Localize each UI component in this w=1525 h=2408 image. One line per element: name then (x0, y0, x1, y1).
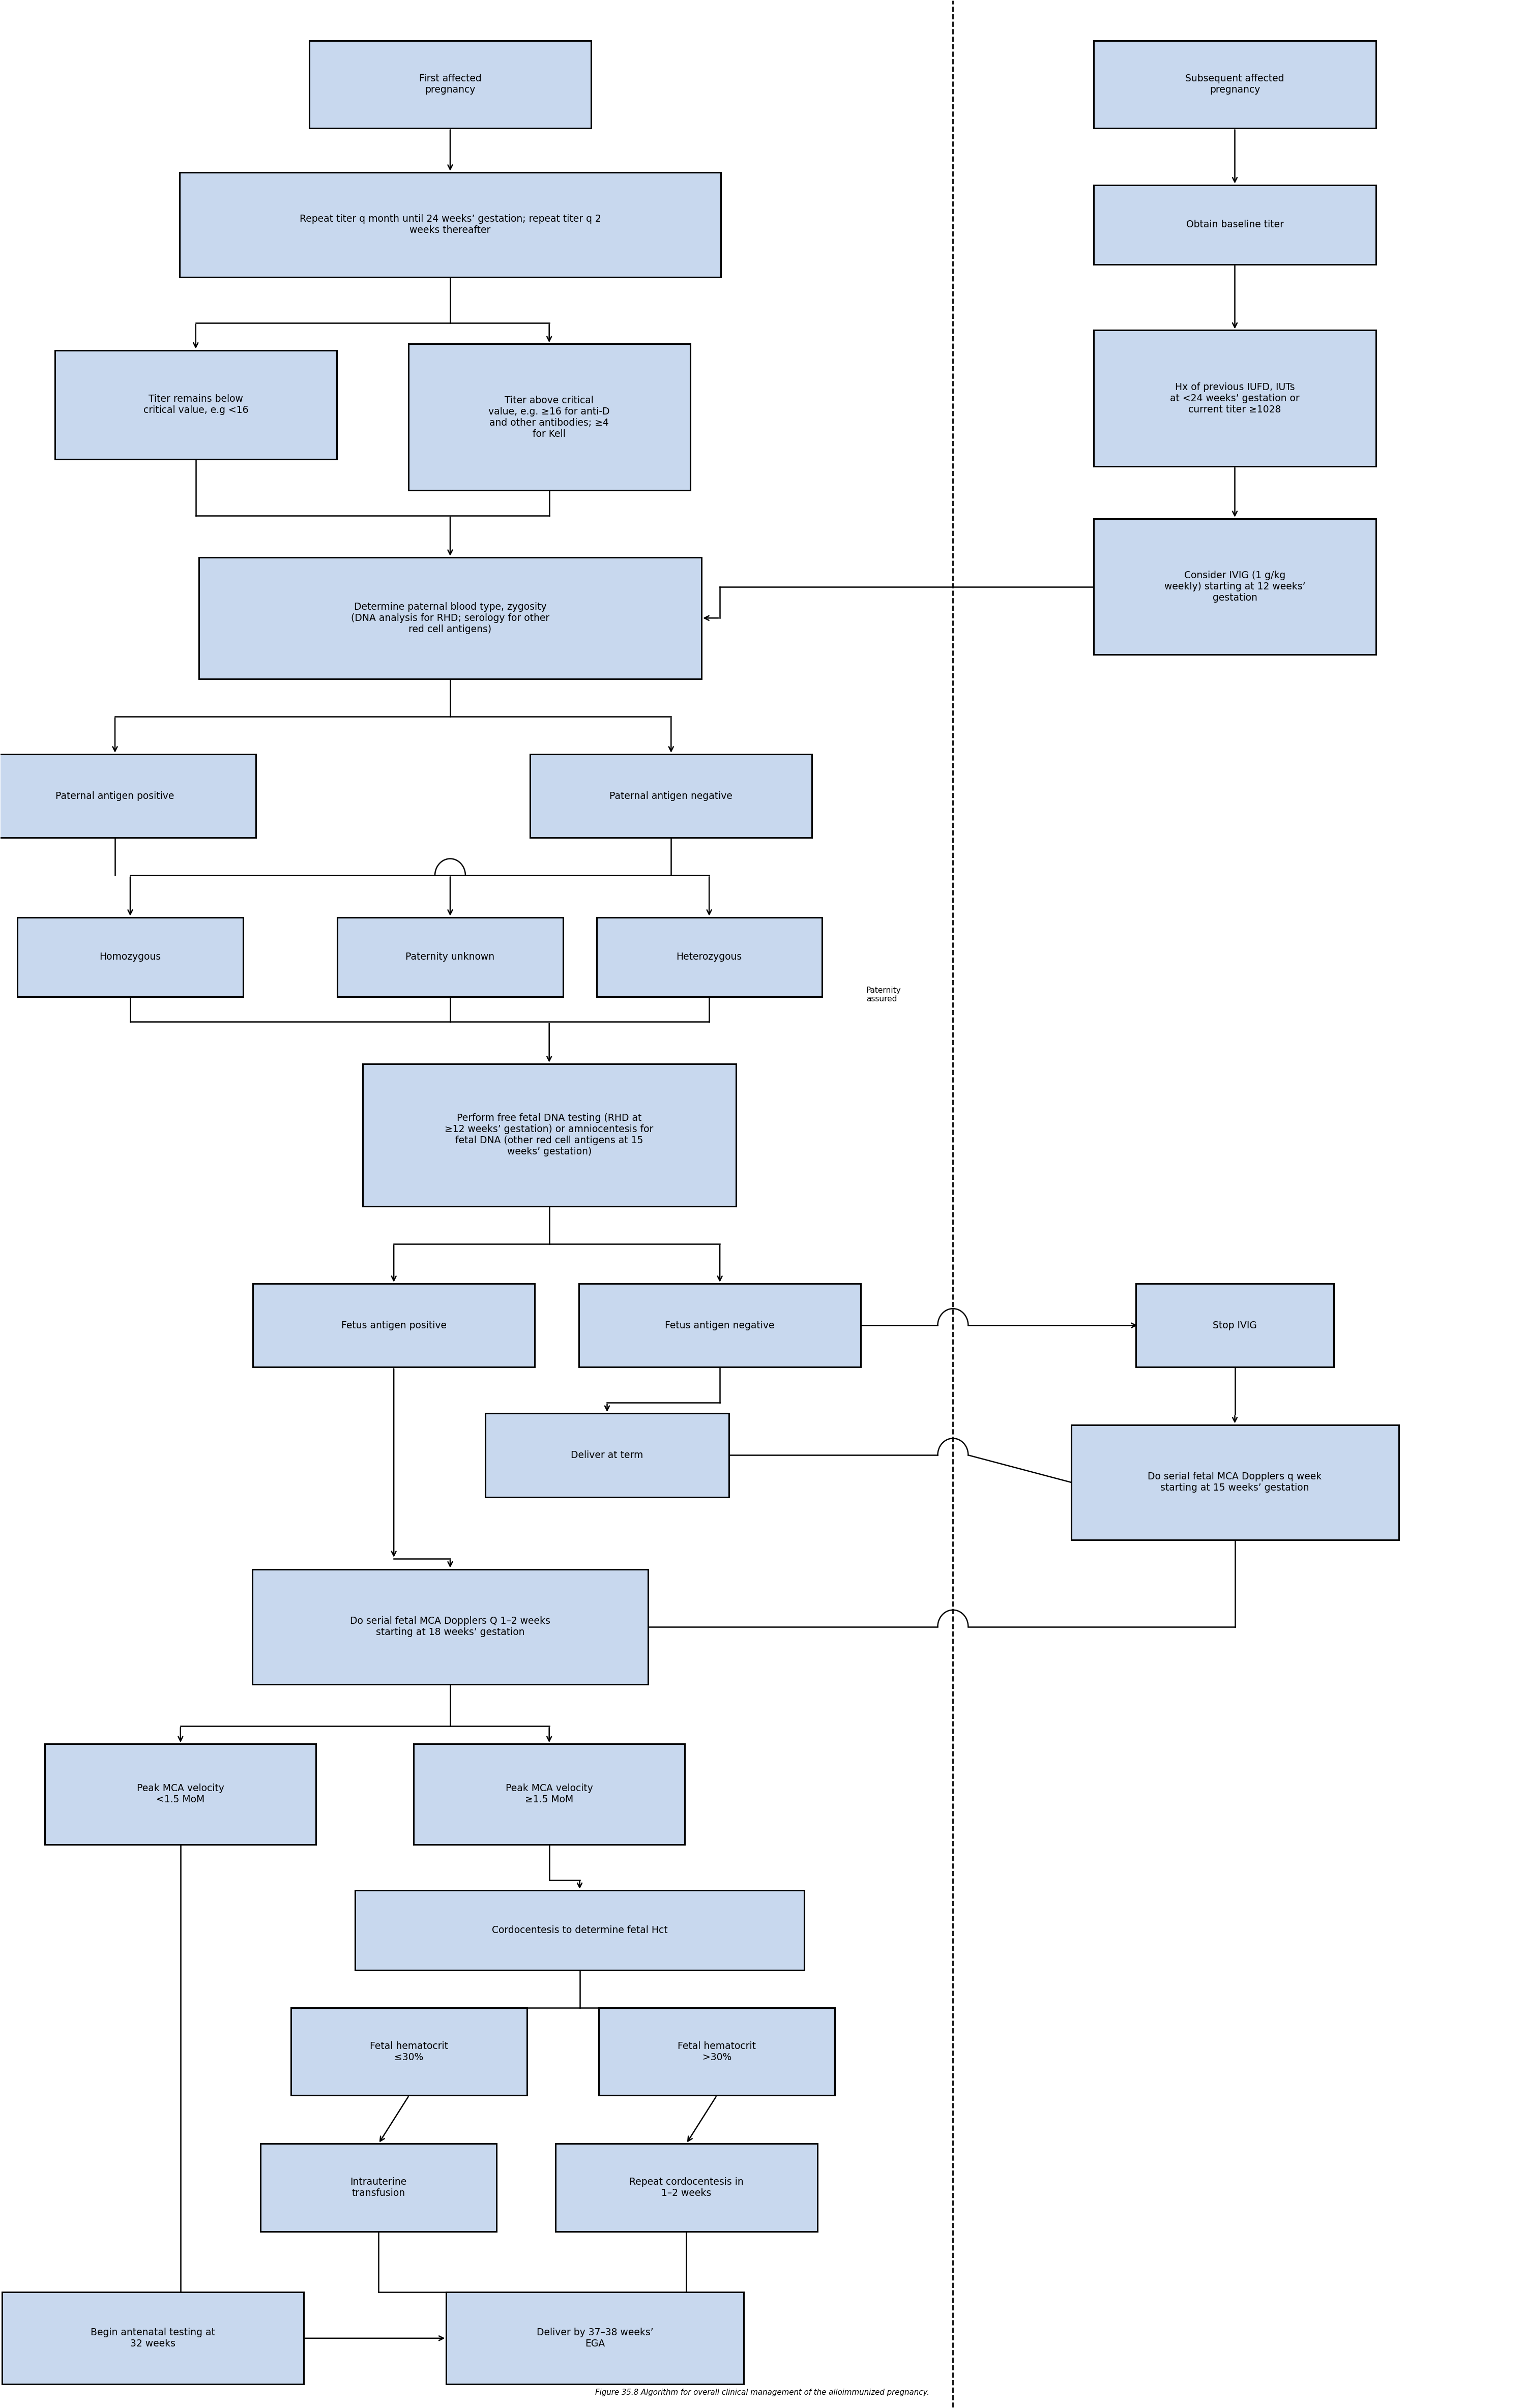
Text: Consider IVIG (1 g/kg
weekly) starting at 12 weeks’
gestation: Consider IVIG (1 g/kg weekly) starting a… (1164, 571, 1305, 602)
Text: Do serial fetal MCA Dopplers q week
starting at 15 weeks’ gestation: Do serial fetal MCA Dopplers q week star… (1148, 1471, 1322, 1493)
Text: Paternity unknown: Paternity unknown (406, 951, 494, 961)
FancyBboxPatch shape (310, 41, 592, 128)
Text: Figure 35.8 Algorithm for overall clinical management of the alloimmunized pregn: Figure 35.8 Algorithm for overall clinic… (595, 2389, 930, 2396)
FancyBboxPatch shape (252, 1570, 648, 1683)
FancyBboxPatch shape (1136, 1283, 1334, 1368)
FancyBboxPatch shape (2, 2292, 303, 2384)
Text: Subsequent affected
pregnancy: Subsequent affected pregnancy (1185, 75, 1284, 94)
FancyBboxPatch shape (0, 754, 256, 838)
FancyBboxPatch shape (596, 917, 822, 997)
Text: Repeat titer q month until 24 weeks’ gestation; repeat titer q 2
weeks thereafte: Repeat titer q month until 24 weeks’ ges… (299, 214, 601, 236)
Text: Titer remains below
critical value, e.g <16: Titer remains below critical value, e.g … (143, 395, 249, 414)
FancyBboxPatch shape (337, 917, 563, 997)
Text: Deliver at term: Deliver at term (570, 1450, 644, 1459)
Text: Fetal hematocrit
>30%: Fetal hematocrit >30% (677, 2042, 756, 2061)
Text: Hx of previous IUFD, IUTs
at <24 weeks’ gestation or
current titer ≥1028: Hx of previous IUFD, IUTs at <24 weeks’ … (1170, 383, 1299, 414)
FancyBboxPatch shape (44, 1743, 316, 1845)
FancyBboxPatch shape (261, 2143, 497, 2232)
Text: Homozygous: Homozygous (99, 951, 162, 961)
FancyBboxPatch shape (198, 556, 702, 679)
FancyBboxPatch shape (580, 1283, 860, 1368)
Text: Paternal antigen negative: Paternal antigen negative (610, 792, 732, 802)
Text: Stop IVIG: Stop IVIG (1212, 1320, 1257, 1329)
Text: Perform free fetal DNA testing (RHD at
≥12 weeks’ gestation) or amniocentesis fo: Perform free fetal DNA testing (RHD at ≥… (445, 1112, 654, 1156)
Text: Begin antenatal testing at
32 weeks: Begin antenatal testing at 32 weeks (92, 2329, 215, 2348)
Text: Peak MCA velocity
≥1.5 MoM: Peak MCA velocity ≥1.5 MoM (505, 1784, 593, 1804)
Text: Fetus antigen positive: Fetus antigen positive (342, 1320, 447, 1329)
Text: Fetus antigen negative: Fetus antigen negative (665, 1320, 775, 1329)
FancyBboxPatch shape (180, 173, 721, 277)
Text: Titer above critical
value, e.g. ≥16 for anti-D
and other antibodies; ≥4
for Kel: Titer above critical value, e.g. ≥16 for… (488, 395, 610, 438)
Text: Heterozygous: Heterozygous (676, 951, 743, 961)
FancyBboxPatch shape (555, 2143, 817, 2232)
FancyBboxPatch shape (355, 1890, 804, 1970)
FancyBboxPatch shape (485, 1413, 729, 1498)
Text: Paternal antigen positive: Paternal antigen positive (55, 792, 174, 802)
Text: Paternity
assured: Paternity assured (866, 987, 901, 1004)
Text: Intrauterine
transfusion: Intrauterine transfusion (351, 2177, 407, 2199)
FancyBboxPatch shape (253, 1283, 535, 1368)
Text: Fetal hematocrit
≤30%: Fetal hematocrit ≤30% (371, 2042, 448, 2061)
FancyBboxPatch shape (291, 2008, 528, 2095)
Text: Repeat cordocentesis in
1–2 weeks: Repeat cordocentesis in 1–2 weeks (630, 2177, 744, 2199)
FancyBboxPatch shape (409, 344, 691, 491)
FancyBboxPatch shape (531, 754, 811, 838)
Text: Obtain baseline titer: Obtain baseline titer (1186, 219, 1284, 229)
FancyBboxPatch shape (413, 1743, 685, 1845)
Text: Do serial fetal MCA Dopplers Q 1–2 weeks
starting at 18 weeks’ gestation: Do serial fetal MCA Dopplers Q 1–2 weeks… (351, 1616, 551, 1637)
Text: Peak MCA velocity
<1.5 MoM: Peak MCA velocity <1.5 MoM (137, 1784, 224, 1804)
FancyBboxPatch shape (1093, 518, 1376, 655)
Text: Deliver by 37–38 weeks’
EGA: Deliver by 37–38 weeks’ EGA (537, 2329, 653, 2348)
FancyBboxPatch shape (599, 2008, 834, 2095)
Text: Determine paternal blood type, zygosity
(DNA analysis for RHD; serology for othe: Determine paternal blood type, zygosity … (351, 602, 549, 633)
FancyBboxPatch shape (447, 2292, 744, 2384)
Text: Cordocentesis to determine fetal Hct: Cordocentesis to determine fetal Hct (491, 1926, 668, 1936)
FancyBboxPatch shape (55, 349, 337, 460)
FancyBboxPatch shape (1093, 330, 1376, 467)
FancyBboxPatch shape (363, 1064, 737, 1206)
FancyBboxPatch shape (1093, 41, 1376, 128)
FancyBboxPatch shape (17, 917, 242, 997)
FancyBboxPatch shape (1071, 1426, 1398, 1539)
FancyBboxPatch shape (1093, 185, 1376, 265)
Text: First affected
pregnancy: First affected pregnancy (419, 75, 482, 94)
